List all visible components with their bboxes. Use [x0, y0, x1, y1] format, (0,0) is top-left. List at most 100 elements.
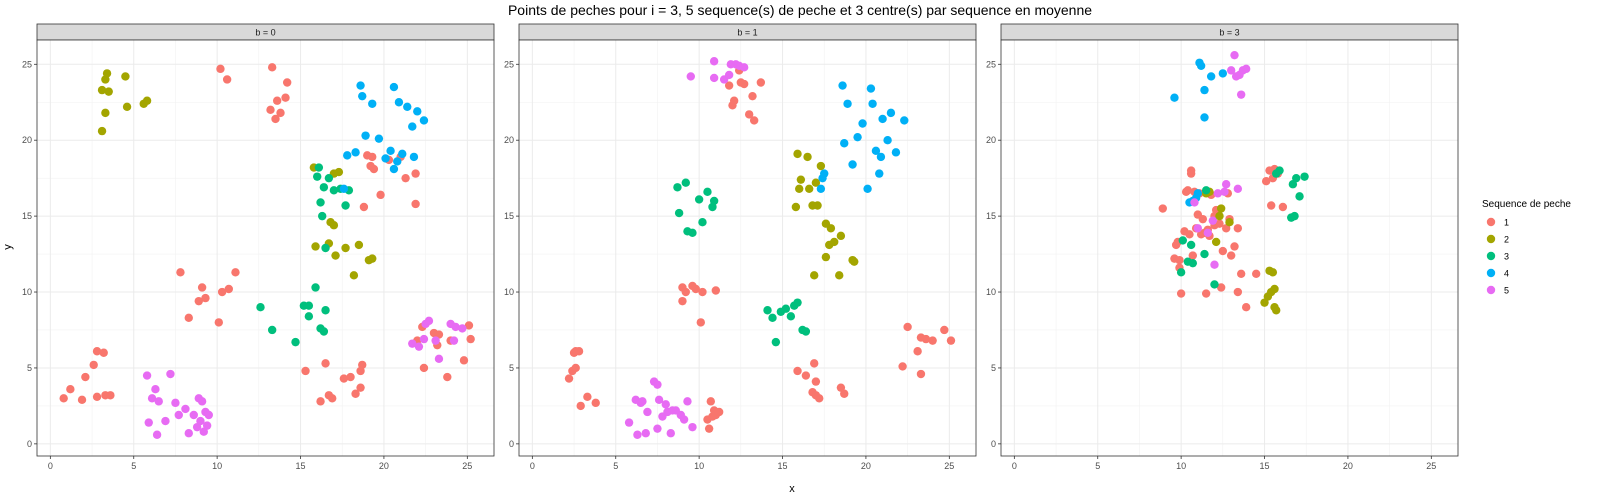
data-point-seq-1	[99, 348, 108, 357]
data-point-seq-1	[591, 398, 600, 408]
data-point-seq-4	[883, 136, 892, 145]
data-point-seq-1	[1185, 230, 1194, 239]
data-point-seq-4	[878, 114, 887, 124]
data-point-seq-5	[1226, 66, 1236, 75]
data-point-seq-3	[291, 337, 300, 347]
data-point-seq-5	[431, 336, 440, 345]
data-point-seq-5	[424, 316, 434, 326]
data-point-seq-1	[946, 336, 956, 345]
legend-key	[1486, 285, 1496, 295]
y-axis-title: y	[2, 244, 14, 250]
data-point-seq-1	[1233, 287, 1243, 297]
data-point-seq-1	[729, 96, 739, 105]
data-point-seq-4	[398, 149, 407, 159]
data-point-seq-4	[386, 146, 395, 156]
data-point-seq-5	[166, 369, 175, 379]
data-point-seq-5	[739, 63, 749, 72]
data-point-seq-4	[1170, 93, 1179, 102]
data-point-seq-1	[681, 287, 690, 297]
data-point-seq-5	[189, 410, 198, 420]
data-point-seq-1	[339, 374, 349, 383]
x-tick-label: 0	[48, 461, 53, 471]
data-point-seq-3	[313, 172, 322, 181]
data-point-seq-2	[1225, 217, 1234, 227]
data-point-seq-2	[1216, 204, 1226, 213]
data-point-seq-1	[583, 392, 592, 401]
data-point-seq-1	[77, 395, 87, 405]
y-tick-label: 0	[27, 439, 32, 449]
y-tick-label: 0	[509, 439, 514, 449]
data-point-seq-1	[217, 287, 227, 297]
data-point-seq-1	[224, 284, 234, 294]
data-point-seq-5	[449, 336, 459, 345]
data-point-seq-1	[81, 372, 90, 382]
data-point-seq-2	[341, 243, 350, 253]
y-tick-label: 20	[986, 135, 996, 145]
data-point-seq-1	[706, 397, 716, 406]
data-point-seq-5	[419, 334, 429, 344]
data-point-seq-3	[1288, 180, 1298, 189]
data-point-seq-1	[1241, 303, 1251, 312]
data-point-seq-2	[830, 237, 839, 247]
data-point-seq-5	[643, 407, 652, 417]
data-point-seq-4	[876, 152, 886, 162]
data-point-seq-1	[197, 283, 207, 292]
y-tick-label: 10	[22, 287, 32, 297]
data-point-seq-2	[97, 85, 107, 95]
data-point-seq-4	[1196, 61, 1206, 71]
data-point-seq-3	[1300, 172, 1309, 181]
data-point-seq-1	[940, 325, 949, 335]
data-point-seq-3	[318, 211, 327, 221]
legend-title: Sequence de peche	[1482, 199, 1571, 210]
data-point-seq-5	[1220, 187, 1229, 197]
data-point-seq-1	[376, 190, 385, 200]
data-point-seq-1	[724, 81, 734, 90]
data-point-seq-5	[152, 430, 162, 439]
x-tick-label: 10	[212, 461, 222, 471]
data-point-seq-3	[1201, 186, 1211, 195]
data-point-seq-2	[811, 178, 821, 187]
data-point-seq-5	[414, 342, 424, 351]
data-point-seq-3	[1176, 268, 1186, 277]
legend-label: 5	[1504, 286, 1509, 296]
data-point-seq-1	[356, 383, 365, 392]
data-point-seq-5	[1233, 184, 1243, 193]
data-point-seq-3	[674, 208, 684, 218]
data-point-seq-1	[678, 296, 687, 306]
data-point-seq-1	[801, 371, 811, 380]
data-point-seq-4	[394, 98, 404, 107]
x-tick-label: 0	[530, 461, 535, 471]
data-point-seq-5	[147, 394, 157, 403]
facet-panel: b = 0 0 5 10 15 20 25 0 5 10 15 20 25	[22, 23, 495, 471]
data-point-seq-5	[1241, 64, 1251, 74]
data-point-seq-1	[346, 372, 355, 382]
data-point-seq-2	[1211, 237, 1221, 247]
data-point-seq-2	[1268, 268, 1278, 277]
data-point-seq-1	[1278, 202, 1288, 212]
data-point-seq-5	[174, 410, 183, 420]
legend-item: 5	[1486, 285, 1509, 296]
plot-background	[1001, 40, 1458, 456]
facet-strip-label: b = 1	[737, 28, 757, 38]
data-point-seq-5	[709, 73, 719, 83]
data-point-seq-1	[282, 78, 292, 87]
data-point-seq-2	[850, 257, 859, 266]
data-point-seq-5	[171, 398, 180, 408]
data-point-seq-4	[361, 131, 370, 140]
legend-label: 1	[1504, 218, 1509, 228]
y-tick-label: 5	[991, 363, 996, 373]
data-point-seq-5	[142, 371, 152, 380]
data-point-seq-4	[409, 152, 419, 162]
data-point-seq-1	[411, 199, 420, 209]
data-point-seq-5	[1193, 224, 1203, 233]
gridlines	[519, 40, 976, 456]
facet-panels: b = 0 0 5 10 15 20 25 0 5 10 15 20 25 b = 1 0 5 10 15 20 25…	[22, 23, 1459, 471]
data-point-seq-3	[703, 187, 712, 197]
data-point-seq-1	[811, 377, 821, 386]
data-point-seq-4	[866, 84, 876, 93]
data-point-seq-2	[142, 96, 152, 105]
data-point-seq-1	[66, 384, 75, 394]
facet-panel: b = 1 0 5 10 15 20 25 0 5 10 15 20 25	[504, 23, 977, 471]
data-point-seq-3	[786, 312, 796, 321]
data-point-seq-1	[696, 318, 705, 327]
